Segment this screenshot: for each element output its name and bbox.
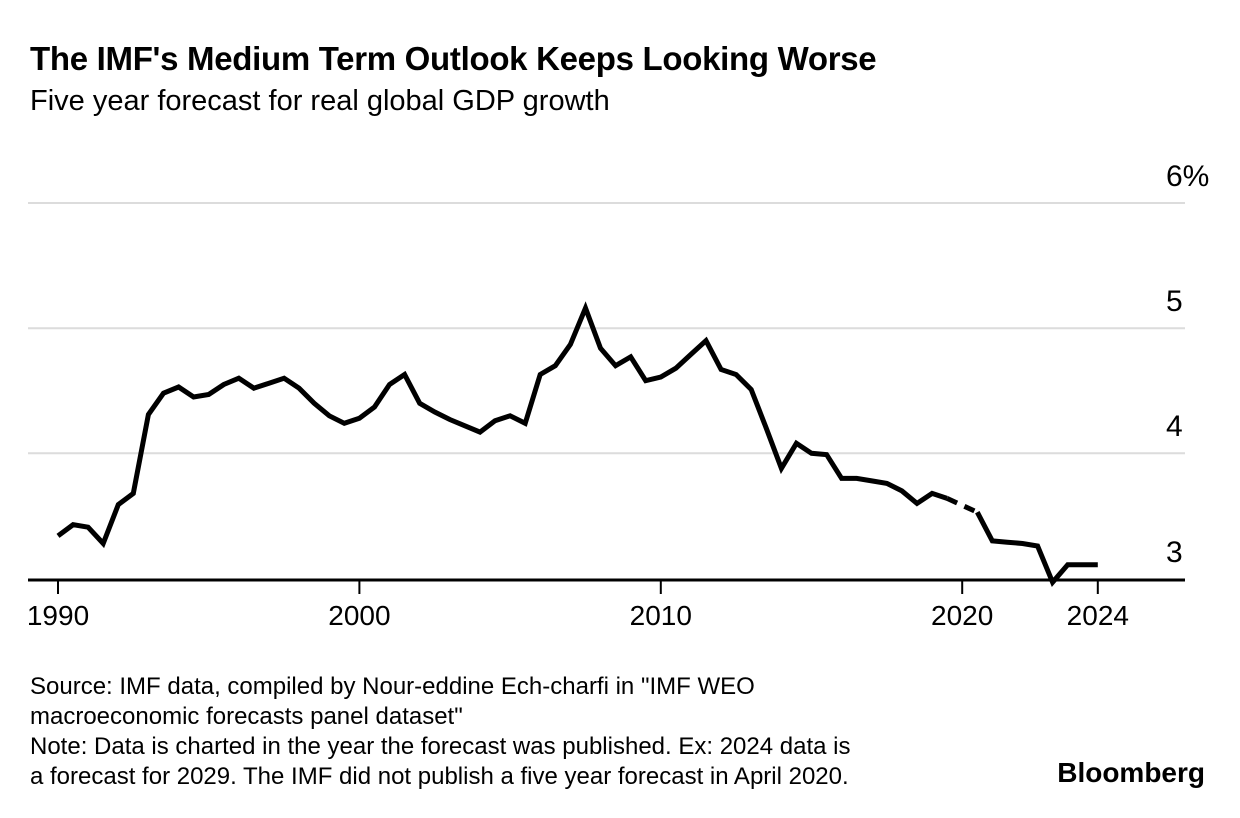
chart-footnotes: Source: IMF data, compiled by Nour-eddin… — [30, 672, 850, 792]
bloomberg-logo: Bloomberg — [1057, 757, 1205, 788]
x-axis-tick-label: 1990 — [26, 600, 90, 631]
x-axis-tick-label: 2024 — [1066, 600, 1129, 631]
chart-title: The IMF's Medium Term Outlook Keeps Look… — [30, 40, 877, 77]
source-line-2: macroeconomic forecasts panel dataset" — [30, 703, 463, 730]
x-axis-tick-label: 2000 — [328, 600, 391, 631]
forecast-line — [975, 511, 1098, 588]
chart-subtitle: Five year forecast for real global GDP g… — [30, 85, 610, 117]
note-line-2: a forecast for 2029. The IMF did not pub… — [30, 763, 849, 790]
forecast-line — [56, 301, 948, 549]
source-line-1: Source: IMF data, compiled by Nour-eddin… — [30, 673, 755, 700]
y-axis-tick-label: 5 — [1166, 285, 1183, 319]
note-line-1: Note: Data is charted in the year the fo… — [30, 733, 851, 760]
forecast-line-gap-dashed — [946, 496, 979, 515]
x-axis-tick-label: 2020 — [931, 600, 994, 631]
y-axis-tick-label: 4 — [1166, 410, 1183, 444]
x-axis-tick-label: 2010 — [629, 600, 692, 631]
y-axis-tick-label: 6% — [1166, 159, 1210, 193]
y-axis-tick-label: 3 — [1166, 535, 1183, 569]
